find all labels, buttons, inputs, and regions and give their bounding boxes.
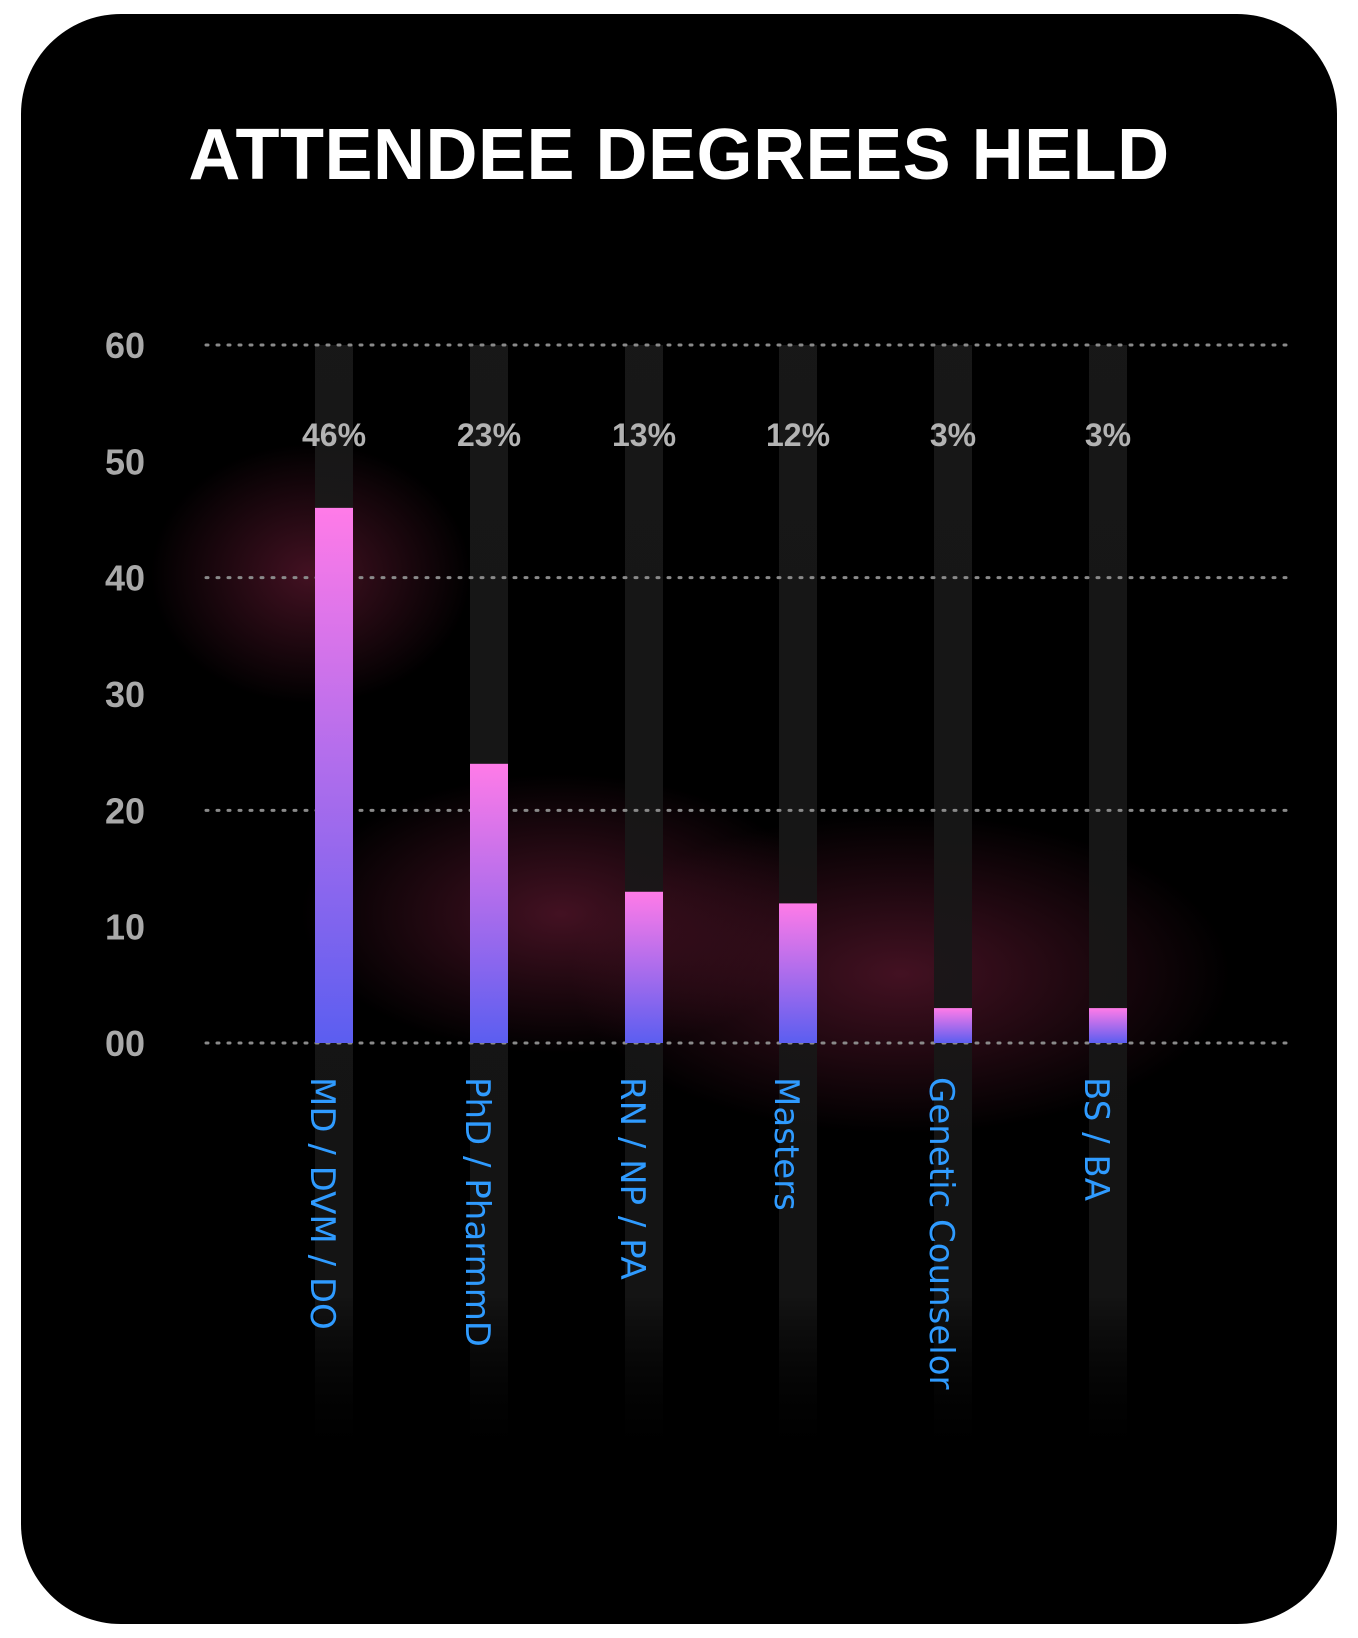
y-tick-label: 00	[105, 1023, 145, 1064]
glow-backdrop	[571, 814, 1231, 1134]
bar-3	[625, 891, 663, 1043]
bar-4	[779, 903, 817, 1043]
y-tick-label: 20	[105, 790, 145, 831]
bar-track	[1089, 345, 1127, 1464]
y-tick-label: 30	[105, 674, 145, 715]
y-tick-label: 40	[105, 558, 145, 599]
data-label: 23%	[457, 417, 521, 453]
category-label: MD / DVM / DO	[302, 1077, 342, 1330]
bar-track	[934, 345, 972, 1464]
category-label: Masters	[766, 1077, 806, 1211]
data-label: 3%	[1085, 417, 1131, 453]
category-label: Genetic Counselor	[921, 1077, 961, 1390]
data-label: 12%	[766, 417, 830, 453]
bar-6	[1089, 1008, 1127, 1043]
category-label: PhD / PharmmD	[457, 1077, 497, 1347]
chart-title: ATTENDEE DEGREES HELD	[188, 115, 1170, 195]
bar-5	[934, 1008, 972, 1043]
bar-chart: 00 10 20 30 40 50 60 46% 23% 13% 12% 3% 3% MD / DVM /…	[105, 325, 1288, 1464]
bar-2	[470, 763, 508, 1043]
data-label: 46%	[302, 417, 366, 453]
data-label: 3%	[930, 417, 976, 453]
y-tick-label: 50	[105, 441, 145, 482]
y-tick-label: 60	[105, 325, 145, 366]
bar-1	[315, 507, 353, 1043]
chart-card: ATTENDEE DEGREES HELD 00 10 20 30 40 50 60 46% 2…	[21, 14, 1337, 1624]
category-label: BS / BA	[1076, 1077, 1116, 1201]
category-label: RN / NP / PA	[612, 1077, 652, 1280]
y-tick-label: 10	[105, 907, 145, 948]
data-label: 13%	[612, 417, 676, 453]
glow-backdrop	[151, 444, 471, 704]
